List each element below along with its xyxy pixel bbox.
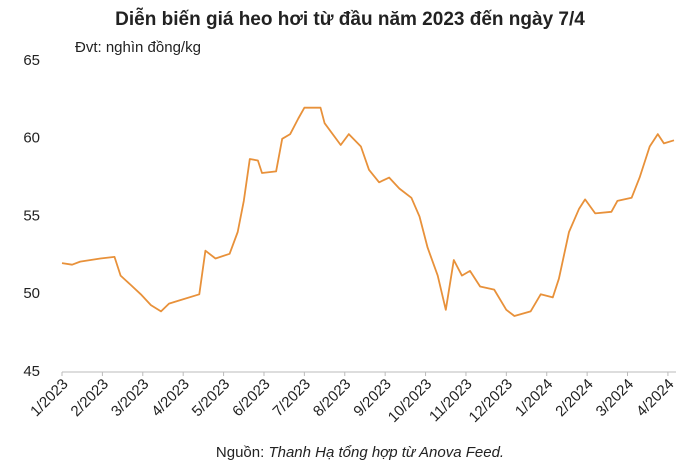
y-tick-label: 45 [23,363,40,380]
source-text: Thanh Hạ tổng hợp từ Anova Feed. [268,444,504,461]
x-tick-label: 4/2023 [148,376,192,420]
chart-subtitle: Đvt: nghìn đồng/kg [75,39,201,56]
x-tick-label: 1/2024 [512,376,556,420]
x-tick-label: 8/2023 [310,376,354,420]
x-tick-label: 3/2024 [593,376,637,420]
chart-title: Diễn biến giá heo hơi từ đầu năm 2023 đế… [115,8,585,30]
x-tick-label: 2/2023 [68,376,112,420]
x-tick-label: 4/2024 [633,376,677,420]
x-tick-label: 12/2023 [466,376,516,426]
y-tick-label: 60 [23,130,40,147]
x-tick-label: 10/2023 [385,376,435,426]
y-tick-label: 65 [23,52,40,69]
x-tick-label: 6/2023 [229,376,273,420]
y-tick-label: 55 [23,207,40,224]
x-tick-label: 7/2023 [270,376,314,420]
x-tick-label: 5/2023 [189,376,233,420]
source-label: Nguồn: [216,444,264,461]
price-line [61,106,675,317]
y-tick-label: 50 [23,285,40,302]
source-note: Nguồn: Thanh Hạ tổng hợp từ Anova Feed. [216,444,504,461]
x-tick-label: 2/2024 [552,376,596,420]
x-tick-label: 3/2023 [108,376,152,420]
x-tick-label: 1/2023 [27,376,71,420]
